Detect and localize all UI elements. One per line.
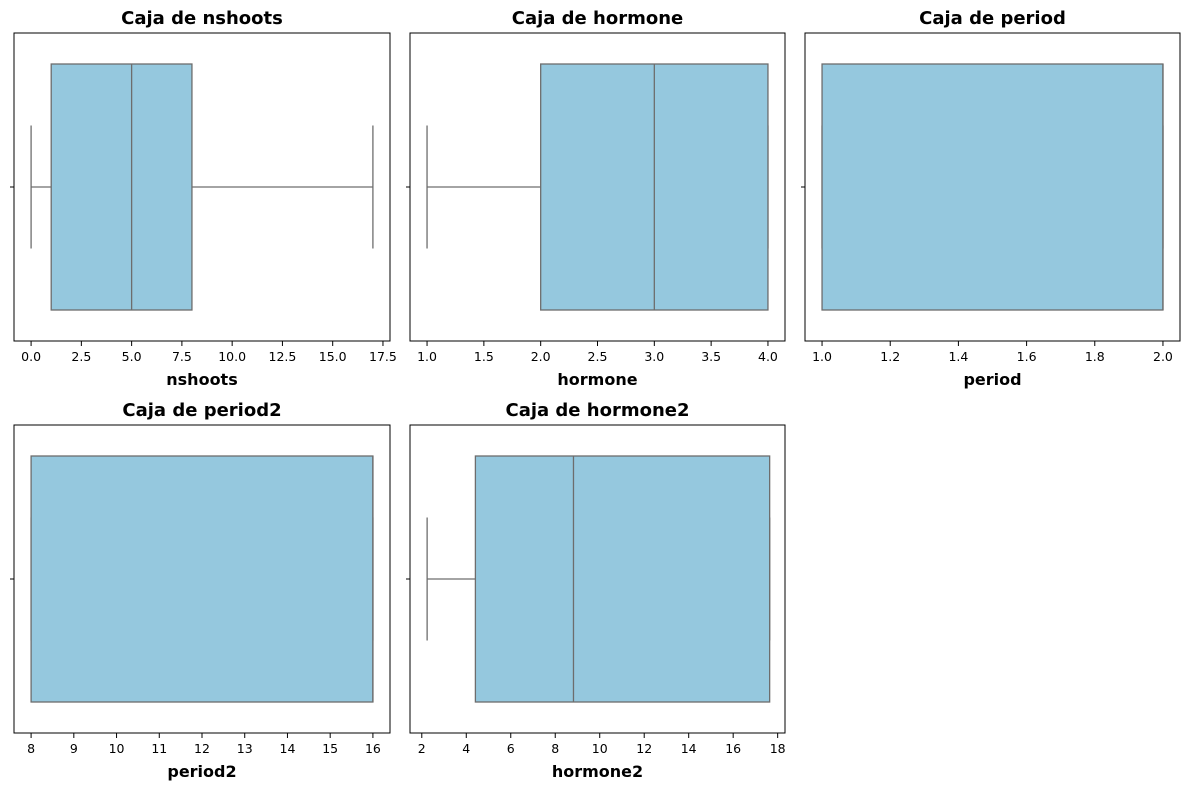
x-tick-label: 3.0 — [644, 349, 664, 364]
x-axis-label: hormone2 — [552, 762, 643, 781]
x-tick-label: 2 — [418, 741, 426, 756]
chart-panel: Caja de hormone 1.0 1.5 2.0 2.5 3.0 3.5 4.0 horm… — [406, 8, 786, 389]
x-tick-label: 11 — [151, 741, 167, 756]
x-tick-label: 15 — [322, 741, 338, 756]
box-iqr — [821, 63, 1164, 311]
chart-panel: Caja de nshoots 0.0 2.5 5.0 7.5 10.0 12.5 15.0 1… — [10, 8, 397, 389]
x-tick-label: 2.5 — [588, 349, 608, 364]
x-tick-label: 2.0 — [1153, 349, 1173, 364]
x-tick-label: 14 — [280, 741, 296, 756]
x-tick-label: 8 — [551, 741, 559, 756]
x-tick-label: 5.0 — [122, 349, 142, 364]
box-iqr — [474, 455, 771, 703]
x-tick-label: 6 — [507, 741, 515, 756]
x-tick-label: 1.0 — [812, 349, 832, 364]
x-tick-label: 1.8 — [1085, 349, 1105, 364]
x-tick-label: 10 — [109, 741, 125, 756]
chart-title: Caja de period — [919, 8, 1066, 29]
x-tick-label: 0.0 — [21, 349, 41, 364]
x-tick-label: 12 — [636, 741, 652, 756]
chart-title: Caja de hormone2 — [505, 400, 689, 421]
x-tick-label: 8 — [27, 741, 35, 756]
x-tick-label: 1.6 — [1017, 349, 1037, 364]
x-tick-label: 10.0 — [218, 349, 246, 364]
x-tick-label: 16 — [725, 741, 741, 756]
box-iqr — [50, 63, 193, 311]
x-axis-label: period2 — [167, 762, 236, 781]
x-tick-label: 4 — [462, 741, 470, 756]
x-tick-label: 1.2 — [880, 349, 900, 364]
x-tick-label: 1.0 — [417, 349, 437, 364]
x-tick-label: 18 — [770, 741, 786, 756]
chart-panel: Caja de period 1.0 1.2 1.4 1.6 1.8 2.0 period — [801, 8, 1181, 389]
box-iqr — [30, 455, 374, 703]
x-tick-label: 17.5 — [369, 349, 397, 364]
x-tick-label: 2.0 — [531, 349, 551, 364]
x-tick-label: 3.5 — [701, 349, 721, 364]
x-tick-label: 1.4 — [948, 349, 968, 364]
chart-panel: Caja de hormone2 2 4 6 8 10 12 14 16 18 hormone2 — [406, 400, 786, 781]
x-tick-label: 12 — [194, 741, 210, 756]
chart-title: Caja de period2 — [122, 400, 281, 421]
x-tick-label: 15.0 — [319, 349, 347, 364]
x-tick-label: 1.5 — [474, 349, 494, 364]
chart-title: Caja de hormone — [512, 8, 684, 29]
x-tick-label: 13 — [237, 741, 253, 756]
x-tick-label: 9 — [70, 741, 78, 756]
x-axis-label: period — [963, 370, 1021, 389]
chart-panel: Caja de period2 8 9 10 11 12 13 14 15 16 period2 — [10, 400, 391, 781]
x-tick-label: 16 — [365, 741, 381, 756]
x-tick-label: 4.0 — [758, 349, 778, 364]
x-tick-label: 12.5 — [269, 349, 297, 364]
x-tick-label: 2.5 — [71, 349, 91, 364]
x-axis-label: nshoots — [166, 370, 237, 389]
x-tick-label: 10 — [592, 741, 608, 756]
chart-title: Caja de nshoots — [121, 8, 283, 29]
x-tick-label: 14 — [681, 741, 697, 756]
x-tick-label: 7.5 — [172, 349, 192, 364]
x-axis-label: hormone — [557, 370, 637, 389]
